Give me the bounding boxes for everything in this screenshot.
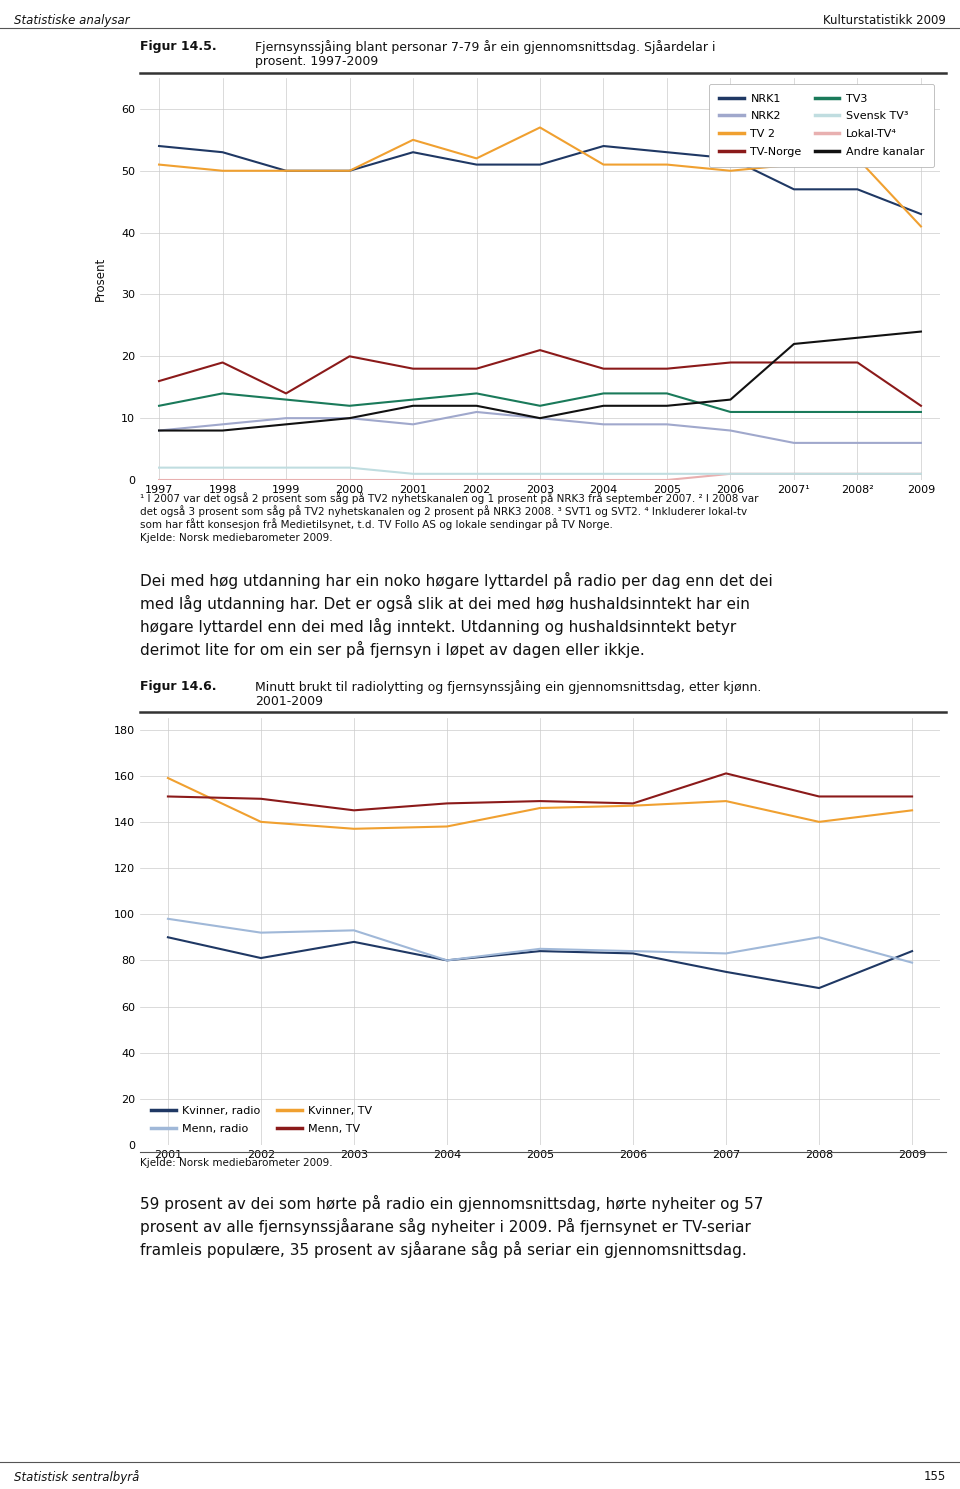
Text: Fjernsynssjåing blant personar 7-79 år ein gjennomsnittsdag. Sjåardelar i: Fjernsynssjåing blant personar 7-79 år e… [255,40,715,54]
Text: Minutt brukt til radiolytting og fjernsynssjåing ein gjennomsnittsdag, etter kjø: Minutt brukt til radiolytting og fjernsy… [255,680,761,694]
Text: Kulturstatistikk 2009: Kulturstatistikk 2009 [823,13,946,27]
Text: 2001-2009: 2001-2009 [255,695,323,707]
Text: 155: 155 [924,1470,946,1483]
Text: Kjelde: Norsk mediebarometer 2009.: Kjelde: Norsk mediebarometer 2009. [140,1158,332,1167]
Text: med låg utdanning har. Det er også slik at dei med høg hushaldsinntekt har ein: med låg utdanning har. Det er også slik … [140,596,750,612]
Text: framleis populære, 35 prosent av sjåarane såg på seriar ein gjennomsnittsdag.: framleis populære, 35 prosent av sjåaran… [140,1240,747,1258]
Text: prosent av alle fjernsynssjåarane såg nyheiter i 2009. På fjernsynet er TV-seria: prosent av alle fjernsynssjåarane såg ny… [140,1218,751,1234]
Text: Statistisk sentralbyrå: Statistisk sentralbyrå [14,1470,139,1485]
Text: derimot lite for om ein ser på fjernsyn i løpet av dagen eller ikkje.: derimot lite for om ein ser på fjernsyn … [140,640,645,658]
Text: som har fått konsesjon frå Medietilsynet, t.d. TV Follo AS og lokale sendingar p: som har fått konsesjon frå Medietilsynet… [140,518,612,530]
Text: høgare lyttardel enn dei med låg inntekt. Utdanning og hushaldsinntekt betyr: høgare lyttardel enn dei med låg inntekt… [140,618,736,634]
Text: Figur 14.5.: Figur 14.5. [140,40,217,54]
Legend: NRK1, NRK2, TV 2, TV-Norge, TV3, Svensk TV³, Lokal-TV⁴, Andre kanalar: NRK1, NRK2, TV 2, TV-Norge, TV3, Svensk … [709,83,934,167]
Legend: Kvinner, radio, Menn, radio, Kvinner, TV, Menn, TV: Kvinner, radio, Menn, radio, Kvinner, TV… [146,1100,378,1139]
Text: Dei med høg utdanning har ein noko høgare lyttardel på radio per dag enn det dei: Dei med høg utdanning har ein noko høgar… [140,572,773,590]
Text: Statistiske analysar: Statistiske analysar [14,13,130,27]
Text: 59 prosent av dei som hørte på radio ein gjennomsnittsdag, hørte nyheiter og 57: 59 prosent av dei som hørte på radio ein… [140,1196,763,1212]
Text: Figur 14.6.: Figur 14.6. [140,680,217,692]
Text: Kjelde: Norsk mediebarometer 2009.: Kjelde: Norsk mediebarometer 2009. [140,533,332,543]
Text: prosent. 1997-2009: prosent. 1997-2009 [255,55,378,68]
Text: det også 3 prosent som såg på TV2 nyhetskanalen og 2 prosent på NRK3 2008. ³ SVT: det også 3 prosent som såg på TV2 nyhets… [140,505,747,517]
Text: ¹ I 2007 var det også 2 prosent som såg på TV2 nyhetskanalen og 1 prosent på NRK: ¹ I 2007 var det også 2 prosent som såg … [140,491,758,503]
Text: Prosent: Prosent [93,258,107,301]
